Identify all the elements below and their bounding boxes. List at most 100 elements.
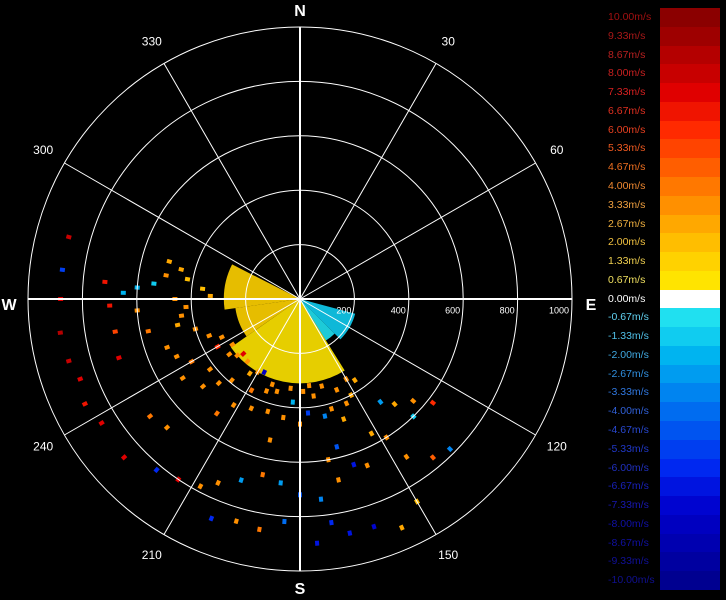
colorbar-entry: 8.00m/s [606, 64, 720, 84]
colorbar-label: -7.33m/s [608, 499, 649, 512]
velocity-cell [347, 530, 353, 536]
colorbar-label: -4.00m/s [608, 405, 649, 418]
compass-south-label: S [295, 581, 306, 598]
velocity-cell [368, 430, 375, 437]
velocity-cell [261, 369, 268, 376]
velocity-cell [145, 328, 152, 334]
velocity-cell [213, 410, 220, 417]
velocity-cell [263, 387, 270, 395]
velocity-cell [334, 443, 340, 450]
velocity-cell [260, 471, 266, 478]
velocity-cell [98, 419, 105, 427]
velocity-cell [240, 350, 247, 357]
velocity-cell [184, 276, 191, 282]
velocity-cell [81, 401, 89, 407]
velocity-cell [322, 413, 328, 419]
colorbar-swatch [660, 8, 720, 27]
colorbar-entry: 4.67m/s [606, 158, 720, 177]
colorbar-label: -6.67m/s [608, 480, 649, 493]
colorbar-swatch [660, 421, 720, 440]
velocity-cell [183, 304, 189, 310]
colorbar-entry: -2.67m/s [606, 364, 720, 384]
colorbar-entry: 6.00m/s [606, 120, 720, 140]
colorbar-swatch [660, 364, 720, 384]
colorbar-entry: 2.67m/s [606, 214, 720, 234]
velocity-cell [229, 341, 236, 348]
colorbar-entry: 3.33m/s [606, 195, 720, 215]
colorbar-label: -8.67m/s [608, 536, 649, 549]
velocity-cell [218, 334, 225, 341]
velocity-cell [230, 401, 237, 409]
colorbar-entry: -10.00m/s [606, 571, 720, 590]
colorbar-swatch [660, 458, 720, 478]
velocity-cell [410, 397, 417, 405]
colorbar-swatch [660, 571, 720, 590]
velocity-cell [377, 398, 384, 406]
colorbar-entry: 0.67m/s [606, 270, 720, 290]
velocity-cell [403, 453, 410, 460]
velocity-cell [314, 540, 320, 546]
velocity-cell [280, 414, 286, 421]
velocity-cell [65, 234, 72, 240]
colorbar-label: -6.00m/s [608, 461, 649, 474]
colorbar-label: 9.33m/s [608, 29, 646, 42]
colorbar-swatch [660, 64, 720, 84]
colorbar-entry: -6.00m/s [606, 458, 720, 478]
colorbar-swatch [660, 176, 720, 196]
velocity-cell [107, 303, 113, 308]
radar-plot: N S E W 30 60 120 150 210 240 300 330 200 400 600 800 10… [1, 3, 597, 598]
colorbar-swatch [660, 214, 720, 234]
colorbar-swatch [660, 383, 720, 403]
colorbar-label: -1.33m/s [608, 330, 649, 343]
velocity-cell [59, 267, 66, 273]
colorbar-label: 7.33m/s [608, 86, 646, 99]
colorbar-entry: 10.00m/s [606, 8, 720, 27]
velocity-cell [340, 416, 347, 423]
range-tick-label: 200 [336, 305, 351, 315]
colorbar-label: -9.33m/s [608, 555, 649, 568]
velocity-cell [351, 377, 358, 384]
colorbar-label: 4.67m/s [608, 161, 646, 174]
colorbar-entry: 1.33m/s [606, 252, 720, 271]
velocity-cell [163, 272, 169, 278]
velocity-cell [282, 518, 287, 525]
velocity-cell [329, 519, 334, 526]
angle-tick-label: 330 [142, 34, 162, 48]
velocity-cell [197, 483, 204, 490]
velocity-sector [300, 299, 335, 341]
colorbar-swatch [660, 308, 720, 328]
colorbar-label: 6.00m/s [608, 123, 646, 136]
velocity-cell [164, 344, 171, 351]
velocity-cell [269, 381, 275, 388]
colorbar-entry: -0.67m/s [606, 308, 720, 328]
velocity-cells [57, 234, 454, 546]
colorbar-label: 10.00m/s [608, 11, 652, 23]
colorbar-label: 2.67m/s [608, 217, 646, 230]
velocity-cell [328, 405, 335, 412]
angle-spoke [163, 63, 301, 300]
velocity-cell [248, 387, 255, 394]
velocity-cell [429, 454, 437, 461]
colorbar-swatch [660, 252, 720, 271]
velocity-cell [238, 477, 244, 484]
range-tick-label: 1000 [549, 305, 569, 315]
velocity-cell [371, 523, 377, 530]
colorbar-label: 6.67m/s [608, 104, 646, 117]
angle-spoke [299, 162, 536, 300]
velocity-sector [300, 299, 356, 340]
colorbar-swatch [660, 439, 720, 459]
colorbar-entry: 5.33m/s [606, 139, 720, 159]
velocity-colorbar: 10.00m/s 9.33m/s 8.67m/s 8.00m/s 7.33m/s 6.67… [606, 8, 720, 590]
colorbar-swatch [660, 327, 720, 346]
velocity-cell [311, 393, 316, 399]
range-tick-label: 800 [500, 305, 515, 315]
compass-east-label: E [586, 297, 597, 314]
angle-tick-label: 150 [438, 548, 458, 562]
velocity-cell [343, 400, 350, 407]
colorbar-label: 0.67m/s [608, 273, 646, 286]
colorbar-label: 0.00m/s [608, 292, 646, 305]
velocity-cell [207, 293, 213, 298]
colorbar-swatch [660, 345, 720, 365]
colorbar-entry: 7.33m/s [606, 83, 720, 102]
velocity-cell [278, 480, 283, 486]
